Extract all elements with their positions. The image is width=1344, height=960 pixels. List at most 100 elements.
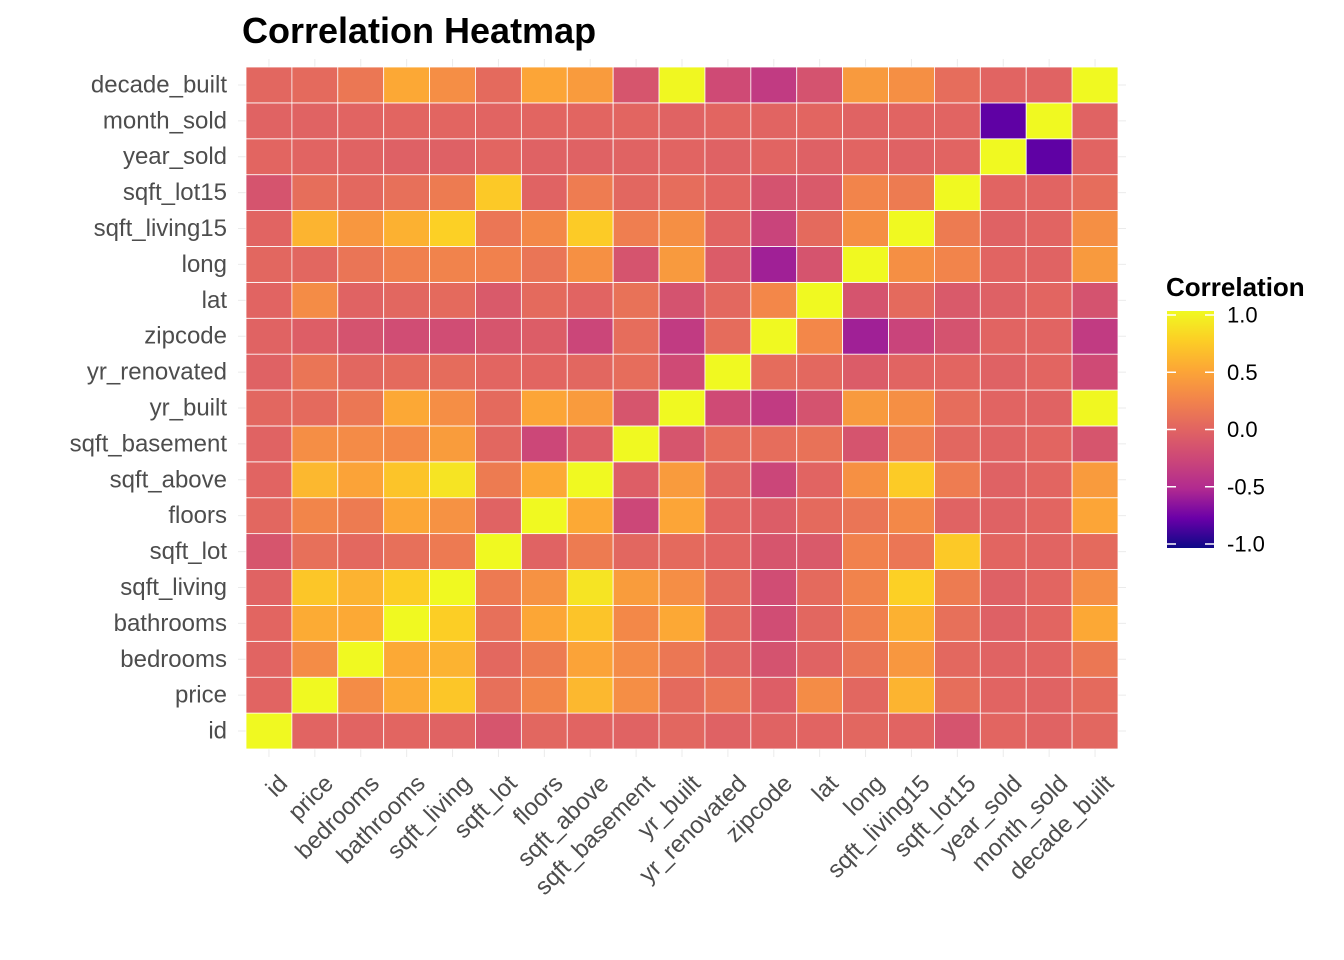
- heatmap-cell-bathrooms-lat: [796, 605, 844, 642]
- heatmap-cell-price-sqft_lot: [475, 676, 522, 714]
- heatmap-cell-sqft_lot15-yr_built: [658, 174, 706, 211]
- heatmap-cell-zipcode-sqft_living15: [888, 317, 935, 355]
- heatmap-cell-month_sold-sqft_basement: [612, 102, 660, 140]
- heatmap-cell-bedrooms-lat: [796, 640, 844, 678]
- heatmap-cell-bathrooms-decade_built: [1071, 605, 1119, 642]
- heatmap-cell-year_sold-sqft_lot: [475, 138, 522, 176]
- heatmap-cell-sqft_living15-sqft_above: [566, 210, 614, 247]
- heatmap-cell-sqft_above-sqft_above: [566, 461, 614, 499]
- heatmap-cell-yr_built-id: [245, 389, 293, 427]
- heatmap-cell-sqft_living15-year_sold: [979, 210, 1027, 247]
- heatmap-cell-sqft_living-lat: [796, 569, 844, 606]
- heatmap-cell-floors-lat: [796, 497, 844, 535]
- heatmap-cell-month_sold-zipcode: [750, 102, 798, 140]
- heatmap-cell-zipcode-decade_built: [1071, 317, 1119, 355]
- heatmap-cell-sqft_lot-price: [291, 533, 339, 570]
- heatmap-cell-sqft_living15-sqft_living15: [888, 210, 935, 247]
- heatmap-cell-sqft_living15-sqft_basement: [612, 210, 660, 247]
- y-tick-label-bedrooms: bedrooms: [120, 646, 227, 673]
- heatmap-cell-zipcode-id: [245, 317, 293, 355]
- heatmap-cell-sqft_lot15-sqft_living: [429, 174, 476, 211]
- heatmap-cell-decade_built-year_sold: [979, 66, 1027, 104]
- heatmap-cell-yr_built-decade_built: [1071, 389, 1119, 427]
- heatmap-cell-bedrooms-sqft_lot: [475, 640, 522, 678]
- y-axis-labels: id price bedrooms bathrooms sqft_living sqft_…: [70, 71, 228, 744]
- heatmap-cell-yr_renovated-bedrooms: [337, 353, 385, 391]
- heatmap-cell-zipcode-sqft_above: [566, 317, 614, 355]
- heatmap-cell-yr_built-floors: [520, 389, 568, 427]
- heatmap-cell-bedrooms-sqft_basement: [612, 640, 660, 678]
- heatmap-cell-sqft_above-year_sold: [979, 461, 1027, 499]
- heatmap-cell-sqft_living15-floors: [520, 210, 568, 247]
- y-tick-label-price: price: [175, 682, 227, 709]
- heatmap-cell-long-long: [842, 246, 889, 283]
- heatmap-cell-sqft_lot-floors: [520, 533, 568, 570]
- heatmap-cell-month_sold-sqft_above: [566, 102, 614, 140]
- heatmap-cell-zipcode-sqft_basement: [612, 317, 660, 355]
- heatmap-cell-yr_built-price: [291, 389, 339, 427]
- heatmap-cell-decade_built-id: [245, 66, 293, 104]
- heatmap-cell-yr_built-sqft_lot15: [934, 389, 981, 427]
- heatmap-cell-sqft_lot15-year_sold: [979, 174, 1027, 211]
- heatmap-cell-long-sqft_lot15: [934, 246, 981, 283]
- heatmap-cell-decade_built-sqft_above: [566, 66, 614, 104]
- heatmap-cell-zipcode-sqft_lot15: [934, 317, 981, 355]
- heatmap-cell-id-lat: [796, 712, 844, 750]
- heatmap-cell-yr_renovated-bathrooms: [383, 353, 430, 391]
- heatmap-cell-sqft_basement-floors: [520, 425, 568, 463]
- heatmap-cell-floors-sqft_basement: [612, 497, 660, 535]
- heatmap-cell-bathrooms-sqft_above: [566, 605, 614, 642]
- heatmap-cell-id-floors: [520, 712, 568, 750]
- y-tick-label-sqft_living15: sqft_living15: [94, 215, 227, 242]
- heatmap-cell-decade_built-sqft_lot15: [934, 66, 981, 104]
- heatmap-cell-sqft_lot-long: [842, 533, 889, 570]
- heatmap-cell-floors-sqft_lot15: [934, 497, 981, 535]
- heatmap-cell-zipcode-sqft_lot: [475, 317, 522, 355]
- heatmap-cell-floors-sqft_lot: [475, 497, 522, 535]
- heatmap-cell-sqft_lot-sqft_above: [566, 533, 614, 570]
- heatmap-cell-id-month_sold: [1025, 712, 1073, 750]
- heatmap-cell-price-sqft_living: [429, 676, 476, 714]
- heatmap-cell-yr_built-bedrooms: [337, 389, 385, 427]
- heatmap-cell-sqft_living15-long: [842, 210, 889, 247]
- heatmap-cell-yr_renovated-floors: [520, 353, 568, 391]
- heatmap-cell-year_sold-yr_built: [658, 138, 706, 176]
- heatmap-cell-long-year_sold: [979, 246, 1027, 283]
- heatmap-cell-yr_renovated-year_sold: [979, 353, 1027, 391]
- heatmap-cell-long-price: [291, 246, 339, 283]
- heatmap-cell-bedrooms-month_sold: [1025, 640, 1073, 678]
- heatmap-cell-bathrooms-bathrooms: [383, 605, 430, 642]
- heatmap-cell-id-sqft_basement: [612, 712, 660, 750]
- heatmap-cell-sqft_above-zipcode: [750, 461, 798, 499]
- heatmap-cell-lat-bedrooms: [337, 281, 385, 319]
- heatmap-cell-sqft_above-sqft_basement: [612, 461, 660, 499]
- heatmap-cell-decade_built-lat: [796, 66, 844, 104]
- heatmap-cell-long-month_sold: [1025, 246, 1073, 283]
- y-tick-label-year_sold: year_sold: [123, 143, 227, 170]
- heatmap-cell-decade_built-sqft_lot: [475, 66, 522, 104]
- heatmap-cell-sqft_lot15-sqft_above: [566, 174, 614, 211]
- heatmap-cell-sqft_lot-sqft_basement: [612, 533, 660, 570]
- heatmap-cell-month_sold-bathrooms: [383, 102, 430, 140]
- heatmap-cell-yr_built-sqft_living15: [888, 389, 935, 427]
- y-tick-label-zipcode: zipcode: [144, 323, 227, 350]
- heatmap-cell-id-year_sold: [979, 712, 1027, 750]
- heatmap-cell-bathrooms-sqft_basement: [612, 605, 660, 642]
- heatmap-cell-price-yr_built: [658, 676, 706, 714]
- heatmap-cell-yr_built-long: [842, 389, 889, 427]
- heatmap-cell-floors-decade_built: [1071, 497, 1119, 535]
- heatmap-cell-zipcode-floors: [520, 317, 568, 355]
- heatmap-cell-id-long: [842, 712, 889, 750]
- heatmap-cell-yr_renovated-sqft_living: [429, 353, 476, 391]
- heatmap-cell-sqft_above-decade_built: [1071, 461, 1119, 499]
- y-tick-label-sqft_lot: sqft_lot: [150, 538, 228, 565]
- heatmap-cell-sqft_basement-price: [291, 425, 339, 463]
- heatmap-cell-sqft_living15-price: [291, 210, 339, 247]
- heatmap-cell-year_sold-month_sold: [1025, 138, 1073, 176]
- heatmap-cell-lat-zipcode: [750, 281, 798, 319]
- heatmap-cell-sqft_living15-bedrooms: [337, 210, 385, 247]
- heatmap-cell-long-yr_renovated: [704, 246, 752, 283]
- heatmap-cell-sqft_living15-yr_built: [658, 210, 706, 247]
- heatmap-cell-bedrooms-decade_built: [1071, 640, 1119, 678]
- heatmap-cell-zipcode-month_sold: [1025, 317, 1073, 355]
